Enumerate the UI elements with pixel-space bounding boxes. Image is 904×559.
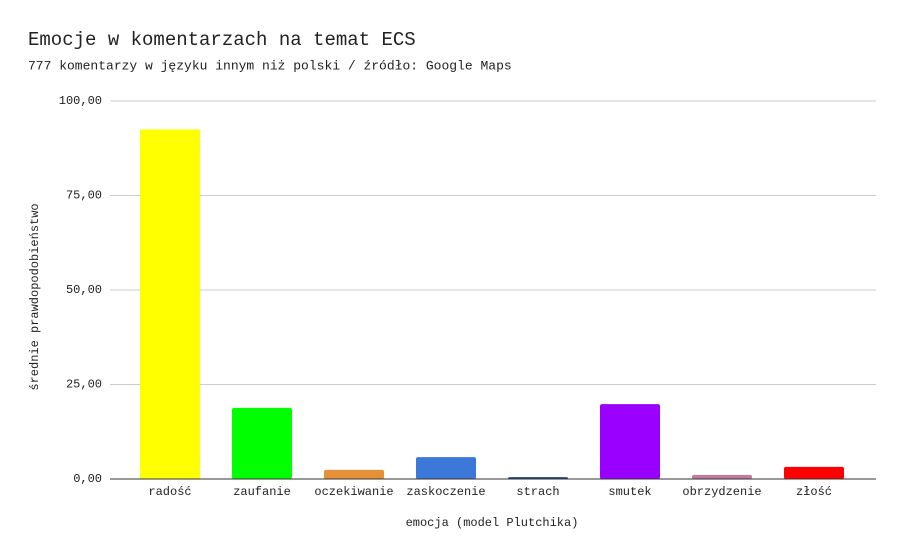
bar xyxy=(416,457,476,479)
x-tick-label: zaskoczenie xyxy=(406,485,485,499)
x-tick-label: obrzydzenie xyxy=(682,485,761,499)
bar xyxy=(140,129,200,479)
y-tick-label: 75,00 xyxy=(66,189,102,203)
bar xyxy=(232,407,292,479)
x-tick-label: strach xyxy=(516,485,559,499)
y-tick-label: 100,00 xyxy=(59,94,102,108)
x-axis-label: emocja (model Plutchika) xyxy=(406,516,579,530)
x-tick-label: radość xyxy=(148,485,191,499)
x-tick-label: smutek xyxy=(608,485,651,499)
y-tick-label: 50,00 xyxy=(66,283,102,297)
bar xyxy=(600,404,660,479)
bar xyxy=(692,474,752,479)
bar xyxy=(784,466,844,479)
y-tick-label: 0,00 xyxy=(73,472,102,486)
y-axis-label: średnie prawdopodobieństwo xyxy=(28,203,42,390)
x-tick-label: oczekiwanie xyxy=(314,485,393,499)
chart-subtitle: 777 komentarzy w języku innym niż polski… xyxy=(28,58,512,73)
y-tick-label: 25,00 xyxy=(66,378,102,392)
x-tick-label: złość xyxy=(796,485,832,499)
x-tick-label: zaufanie xyxy=(233,485,291,499)
bar xyxy=(324,469,384,479)
chart-title: Emocje w komentarzach na temat ECS xyxy=(28,29,416,51)
